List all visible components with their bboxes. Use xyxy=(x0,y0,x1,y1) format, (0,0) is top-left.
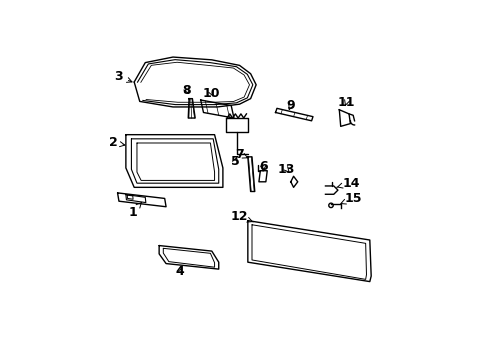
Text: 4: 4 xyxy=(175,265,184,278)
Text: 5: 5 xyxy=(230,154,239,167)
Text: 7: 7 xyxy=(234,148,247,161)
Text: 12: 12 xyxy=(230,210,253,223)
Text: 3: 3 xyxy=(114,70,132,83)
Text: 14: 14 xyxy=(336,177,359,190)
Text: 8: 8 xyxy=(182,84,191,97)
Text: 2: 2 xyxy=(109,136,124,149)
Text: 15: 15 xyxy=(340,192,362,205)
Text: 9: 9 xyxy=(286,99,295,112)
Text: 6: 6 xyxy=(258,160,267,173)
Text: 10: 10 xyxy=(203,87,220,100)
Text: 11: 11 xyxy=(337,96,354,109)
Text: 13: 13 xyxy=(277,163,295,176)
Text: 1: 1 xyxy=(128,202,142,219)
